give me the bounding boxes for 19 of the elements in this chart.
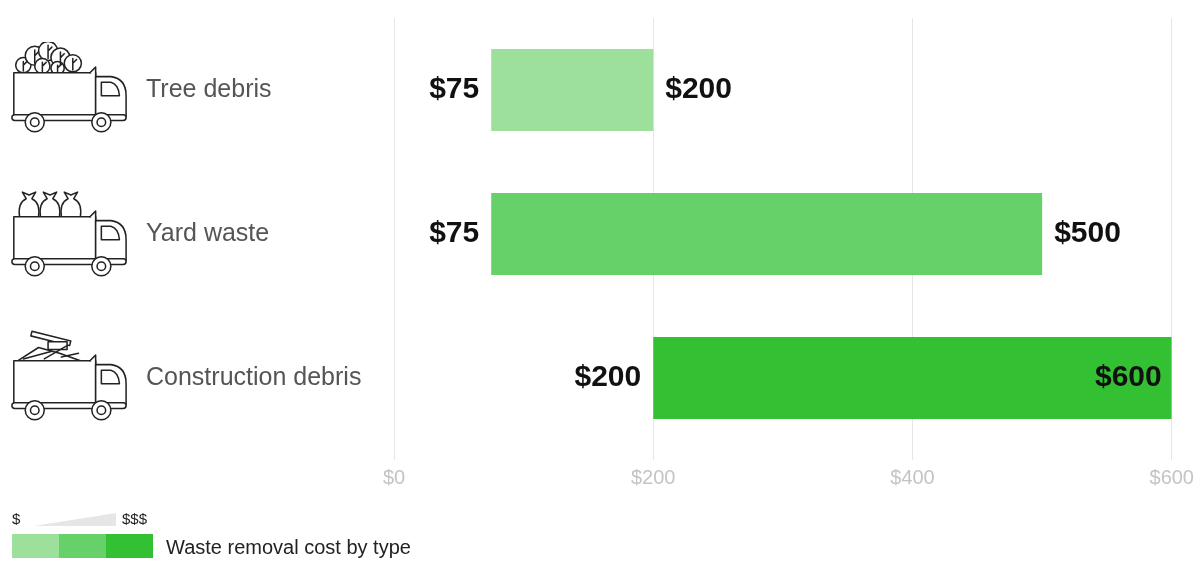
annotation: $500 bbox=[1054, 215, 1121, 249]
y-tick-label: Tree debris bbox=[146, 73, 272, 102]
x-tick-label: $0 bbox=[382, 465, 406, 488]
text: Waste removal cost by type bbox=[166, 536, 411, 559]
text: $$$ bbox=[122, 510, 148, 527]
x-tick-label: $400 bbox=[890, 465, 935, 488]
x-tick-label: $200 bbox=[631, 465, 676, 488]
bar bbox=[653, 336, 1172, 420]
y-tick-label: Yard waste bbox=[146, 217, 270, 246]
text: $ bbox=[12, 510, 21, 527]
x-tick-label: $600 bbox=[1149, 465, 1194, 488]
bar bbox=[491, 192, 1043, 276]
annotation: $200 bbox=[665, 71, 732, 105]
annotation: $600 bbox=[1095, 359, 1162, 393]
annotation: $75 bbox=[429, 215, 480, 249]
annotation: $75 bbox=[429, 71, 480, 105]
y-tick-label: Construction debris bbox=[146, 361, 362, 390]
annotation: $200 bbox=[574, 359, 642, 393]
bar bbox=[491, 48, 654, 132]
